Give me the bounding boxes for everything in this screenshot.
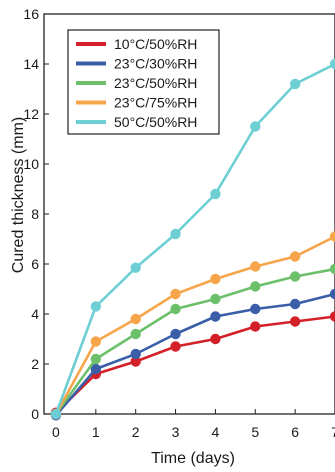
data-point — [130, 313, 141, 325]
x-tick-label: 2 — [132, 424, 140, 440]
data-point — [289, 316, 301, 327]
x-tick-label: 4 — [212, 424, 220, 440]
data-point — [329, 58, 335, 70]
data-point — [210, 333, 221, 345]
y-tick-label: 0 — [31, 406, 39, 422]
data-point — [250, 281, 261, 292]
y-tick-label: 12 — [23, 106, 39, 122]
data-point — [90, 363, 102, 375]
x-tick-label: 5 — [251, 424, 259, 440]
y-tick-label: 2 — [31, 356, 39, 372]
series-line — [54, 235, 335, 415]
x-tick-label: 7 — [331, 424, 335, 440]
data-point — [130, 328, 141, 340]
chart-legend: 10°C/50%RH 23°C/30%RH 23°C/50%RH 23°C/75%RH… — [67, 29, 220, 135]
y-tick-label: 4 — [31, 306, 39, 322]
data-point — [170, 341, 181, 352]
series-2 — [50, 263, 335, 420]
legend-label: 50°C/50%RH — [114, 114, 197, 130]
series-layer — [50, 58, 335, 421]
series-line — [54, 62, 335, 415]
data-point — [170, 303, 181, 315]
axis-ticks: 024681012141601234567 — [23, 6, 335, 440]
data-point — [130, 262, 141, 273]
legend-label: 23°C/50%RH — [114, 75, 197, 91]
data-point — [210, 311, 221, 322]
data-point — [250, 121, 261, 132]
data-point — [90, 353, 102, 365]
x-tick-label: 3 — [172, 424, 180, 440]
data-point — [170, 288, 181, 300]
data-point — [90, 301, 102, 312]
x-tick-label: 1 — [92, 424, 100, 440]
series-line — [55, 292, 335, 417]
data-point — [50, 408, 62, 420]
y-tick-label: 14 — [23, 56, 39, 72]
y-tick-label: 8 — [31, 206, 39, 222]
series-line — [55, 315, 335, 414]
legend-label: 10°C/50%RH — [114, 36, 197, 52]
data-point — [289, 271, 301, 282]
data-point — [289, 298, 301, 310]
data-point — [250, 303, 261, 315]
x-axis-label: Time (days) — [151, 450, 235, 467]
data-point — [130, 348, 141, 360]
y-tick-label: 6 — [31, 256, 39, 272]
series-4 — [50, 58, 335, 420]
data-point — [289, 78, 301, 90]
data-point — [130, 356, 141, 367]
data-point — [289, 251, 301, 262]
legend-label: 23°C/75%RH — [114, 95, 197, 111]
series-line — [54, 267, 335, 415]
data-point — [210, 188, 221, 200]
data-point — [329, 231, 335, 242]
data-point — [170, 228, 181, 240]
y-axis-label: Cured thickness (mm) — [10, 117, 27, 273]
data-point — [210, 293, 221, 305]
data-point — [329, 288, 335, 300]
y-tick-label: 10 — [23, 156, 39, 172]
data-point — [250, 261, 261, 272]
legend-label: 23°C/30%RH — [114, 56, 197, 72]
data-point — [210, 273, 221, 285]
x-tick-label: 6 — [291, 424, 299, 440]
data-point — [329, 263, 335, 275]
y-tick-label: 16 — [23, 6, 39, 22]
data-point — [90, 336, 102, 347]
x-tick-label: 0 — [52, 424, 60, 440]
data-point — [329, 311, 335, 322]
data-point — [250, 321, 261, 332]
data-point — [170, 328, 181, 340]
